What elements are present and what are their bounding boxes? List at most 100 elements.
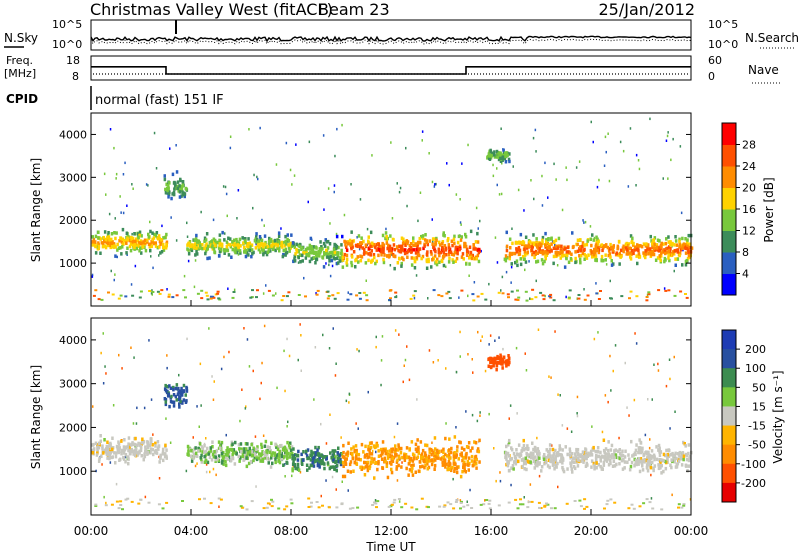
backscatter-cell <box>147 242 151 246</box>
x-tick-label: 08:00 <box>274 524 309 538</box>
backscatter-cell <box>212 247 216 251</box>
backscatter-cell <box>340 452 344 457</box>
backscatter-cell <box>305 454 309 458</box>
backscatter-cell <box>563 253 566 258</box>
backscatter-cell <box>249 452 252 457</box>
backscatter-cell <box>277 445 281 449</box>
backscatter-cell <box>655 246 659 250</box>
ground-strip-cell <box>586 294 590 297</box>
backscatter-cell <box>328 466 332 471</box>
backscatter-cell <box>547 454 550 458</box>
backscatter-cell <box>354 444 358 448</box>
backscatter-cell <box>420 234 423 239</box>
ground-strip-cell <box>638 505 642 508</box>
backscatter-cell <box>620 458 624 462</box>
backscatter-cell <box>337 460 340 464</box>
backscatter-cell <box>329 254 332 259</box>
backscatter-cell <box>462 465 465 470</box>
noise-cell <box>243 327 245 330</box>
backscatter-cell <box>332 256 336 260</box>
backscatter-cell <box>142 439 146 444</box>
backscatter-cell <box>454 259 457 263</box>
backscatter-cell <box>234 246 237 251</box>
noise-cell <box>283 463 286 466</box>
noise-cell <box>510 265 513 269</box>
noise-cell <box>358 349 360 353</box>
backscatter-cell <box>250 450 254 454</box>
backscatter-cell <box>311 251 314 255</box>
backscatter-cell <box>381 466 384 470</box>
backscatter-cell <box>474 240 478 244</box>
backscatter-cell <box>146 240 149 244</box>
backscatter-cell <box>667 448 670 452</box>
backscatter-cell <box>545 240 548 244</box>
backscatter-cell <box>418 460 422 464</box>
ground-strip-cell <box>255 296 258 299</box>
ground-strip-cell <box>501 292 505 295</box>
backscatter-cell <box>659 258 662 263</box>
noise-cell <box>381 335 384 338</box>
backscatter-cell <box>418 236 421 241</box>
backscatter-cell <box>370 249 373 253</box>
backscatter-cell <box>511 241 514 246</box>
backscatter-cell <box>354 257 358 262</box>
backscatter-cell <box>525 453 529 457</box>
backscatter-cell <box>428 239 432 243</box>
backscatter-cell <box>114 461 117 465</box>
backscatter-cell <box>245 464 249 469</box>
backscatter-cell <box>451 465 454 470</box>
backscatter-cell <box>109 240 113 244</box>
backscatter-cell <box>310 245 313 249</box>
noise-cell <box>124 161 126 165</box>
noise-cell <box>307 200 309 204</box>
backscatter-cell <box>284 251 288 255</box>
backscatter-cell <box>363 473 367 477</box>
ground-strip-cell <box>346 298 350 301</box>
backscatter-cell <box>395 245 399 249</box>
ground-strip-cell <box>516 507 520 510</box>
backscatter-cell <box>477 449 481 454</box>
backscatter-cell <box>181 180 185 184</box>
backscatter-cell <box>448 456 451 461</box>
backscatter-cell <box>469 253 473 258</box>
backscatter-cell <box>669 240 672 244</box>
backscatter-cell <box>127 436 131 440</box>
noise-cell <box>91 275 94 278</box>
backscatter-cell <box>579 459 583 463</box>
backscatter-cell <box>455 256 459 261</box>
backscatter-cell <box>462 257 465 261</box>
backscatter-cell <box>390 462 393 466</box>
backscatter-cell <box>517 459 520 464</box>
backscatter-cell <box>106 241 110 246</box>
backscatter-cell <box>455 453 458 457</box>
backscatter-cell <box>201 243 204 247</box>
backscatter-cell <box>456 465 459 469</box>
backscatter-cell <box>538 246 541 250</box>
noise-cell <box>589 225 592 228</box>
backscatter-cell <box>653 464 657 468</box>
noise-cell <box>105 372 107 375</box>
backscatter-cell <box>384 459 387 463</box>
noise-cell <box>227 287 229 290</box>
ground-strip-cell <box>628 297 631 300</box>
noise-cell <box>492 174 495 178</box>
backscatter-cell <box>239 244 242 248</box>
backscatter-cell <box>382 260 386 265</box>
backscatter-cell <box>127 442 130 446</box>
backscatter-cell <box>333 449 337 453</box>
backscatter-cell <box>505 151 508 155</box>
backscatter-cell <box>664 459 667 464</box>
backscatter-cell <box>263 444 267 448</box>
backscatter-cell <box>148 245 151 249</box>
noise-cell <box>104 365 106 368</box>
noise-cell <box>467 353 469 356</box>
ground-strip-cell <box>577 294 581 296</box>
ground-strip-cell <box>277 507 281 510</box>
noise-cell <box>359 198 362 201</box>
ground-strip-cell <box>375 506 378 509</box>
backscatter-cell <box>276 447 280 451</box>
ground-strip-cell <box>251 289 254 292</box>
backscatter-cell <box>220 451 224 456</box>
ground-strip-cell <box>307 497 311 500</box>
backscatter-cell <box>223 251 226 255</box>
